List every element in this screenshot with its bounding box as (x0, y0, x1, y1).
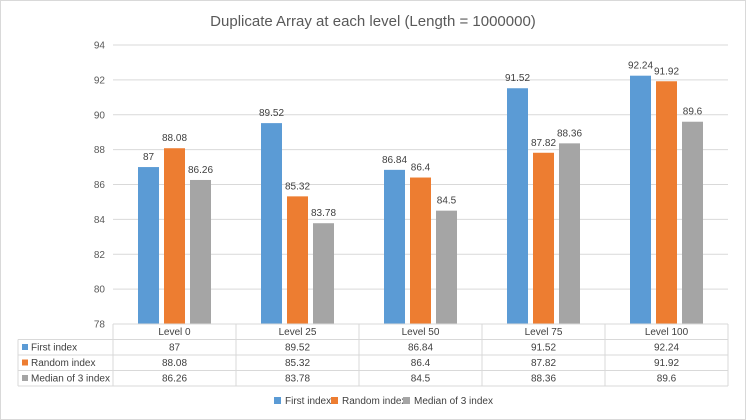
legend-entry: Median of 3 index (414, 396, 493, 407)
table-cell: 92.24 (654, 343, 679, 354)
y-tick-label: 90 (94, 110, 106, 121)
data-label: 86.26 (188, 165, 213, 176)
y-tick-label: 86 (94, 180, 106, 191)
y-tick-label: 78 (94, 320, 106, 331)
category-label: Level 100 (645, 327, 689, 338)
bar (656, 81, 677, 325)
data-label: 87.82 (531, 138, 556, 149)
data-label: 91.52 (505, 73, 530, 84)
bar (261, 123, 282, 325)
y-tick-label: 80 (94, 285, 106, 296)
data-label: 87 (143, 152, 155, 163)
data-label: 83.78 (311, 208, 336, 219)
data-label: 85.32 (285, 181, 310, 192)
bar (533, 152, 554, 324)
table-cell: 83.78 (285, 374, 310, 385)
data-label: 86.84 (382, 155, 407, 166)
y-tick-label: 88 (94, 145, 106, 156)
table-legend-key (22, 375, 28, 381)
legend-swatch (331, 397, 338, 404)
bar (138, 167, 159, 324)
chart-title: Duplicate Array at each level (Length = … (210, 13, 536, 30)
table-cell: 86.26 (162, 374, 187, 385)
y-tick-label: 84 (94, 215, 106, 226)
bar (164, 148, 185, 324)
bar (313, 223, 334, 324)
table-legend-key (22, 359, 28, 366)
data-label: 88.36 (557, 128, 582, 139)
bar (287, 196, 308, 324)
table-series-name: Median of 3 index (31, 374, 110, 385)
data-label: 88.08 (162, 133, 187, 144)
legend-entry: Random index (342, 396, 406, 407)
table-cell: 87 (169, 343, 181, 354)
data-label: 86.4 (411, 163, 431, 174)
category-label: Level 75 (525, 327, 563, 338)
table-cell: 87.82 (531, 358, 556, 369)
bar (630, 75, 651, 324)
data-label: 91.92 (654, 66, 679, 77)
data-label: 84.5 (437, 196, 457, 207)
y-tick-label: 94 (94, 41, 106, 52)
table-cell: 84.5 (411, 374, 431, 385)
table-cell: 88.36 (531, 374, 556, 385)
category-label: Level 25 (279, 327, 317, 338)
legend-swatch (274, 397, 281, 404)
y-tick-label: 82 (94, 250, 106, 261)
data-label: 89.6 (683, 107, 703, 118)
bar (384, 169, 405, 324)
data-label: 92.24 (628, 61, 653, 72)
data-label: 89.52 (259, 108, 284, 119)
legend-entry: First index (285, 396, 331, 407)
y-tick-label: 92 (94, 75, 106, 86)
category-label: Level 0 (158, 327, 191, 338)
bar (507, 88, 528, 325)
legend-swatch (403, 397, 410, 404)
table-cell: 85.32 (285, 358, 310, 369)
table-legend-key (22, 344, 28, 350)
table-cell: 86.84 (408, 343, 433, 354)
bar (410, 177, 431, 324)
table-cell: 91.92 (654, 358, 679, 369)
bar (559, 143, 580, 324)
table-cell: 88.08 (162, 358, 187, 369)
bar (682, 121, 703, 324)
bar (190, 179, 211, 324)
category-label: Level 50 (402, 327, 440, 338)
table-cell: 89.52 (285, 343, 310, 354)
table-cell: 89.6 (657, 374, 677, 385)
table-cell: 91.52 (531, 343, 556, 354)
table-series-name: First index (31, 343, 77, 354)
table-cell: 86.4 (411, 358, 431, 369)
bar (436, 210, 457, 324)
table-series-name: Random index (31, 358, 95, 369)
